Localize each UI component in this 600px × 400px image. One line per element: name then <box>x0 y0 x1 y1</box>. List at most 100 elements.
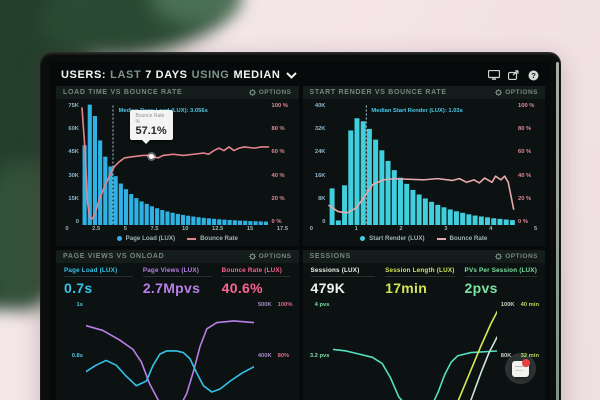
tick-label: 80 % <box>518 126 532 133</box>
options-button[interactable]: OPTIONS <box>495 253 538 260</box>
legend-item[interactable]: Bounce Rate <box>187 235 238 242</box>
tick-label: 20 % <box>518 195 532 202</box>
tick-label: 32K <box>314 126 326 133</box>
tick-label: 4 pvs <box>314 302 330 308</box>
tick-label: 500K <box>257 302 272 308</box>
tick-label: 0 % <box>518 218 528 225</box>
panel-title: SESSIONS <box>309 253 351 260</box>
tick-label: 15K <box>68 195 79 202</box>
title-segment: 7 DAYS <box>145 69 188 81</box>
chart-legend: Page Load (LUX) Bounce Rate <box>56 232 299 246</box>
tick-label: 16K <box>314 172 326 179</box>
start-render-chart[interactable]: Median Start Render (LUX): 1.03s <box>329 103 516 225</box>
legend-label: Start Render (LUX) <box>369 235 425 242</box>
legend-item[interactable]: Page Load (LUX) <box>116 235 176 242</box>
tick-label: 1 <box>354 226 358 232</box>
legend-dot-icon <box>116 236 122 241</box>
metric-label: Sessions (LUX) <box>310 267 376 277</box>
options-label: OPTIONS <box>258 89 292 96</box>
x-axis: 0 2.5 5 7.5 10 12.5 15 17.5 <box>56 225 299 232</box>
chat-widget-button[interactable] <box>505 353 536 384</box>
panel-start-render: START RENDER VS BOUNCE RATE OPTIONS 40K 3… <box>302 86 546 246</box>
tick-label: 4 <box>489 226 493 232</box>
options-label: OPTIONS <box>505 89 538 96</box>
chart-area: 1s0.8s0.6s0.4s 500K400K300K200K 100%80%6… <box>56 298 299 400</box>
gear-icon <box>495 89 503 96</box>
load-time-chart[interactable]: Median Page Load (LUX): 3.056s Bounce Ra… <box>82 103 269 225</box>
options-label: OPTIONS <box>505 253 538 260</box>
pct-axis-ticks: 100 % 80 % 60 % 40 % 20 % 0 % <box>515 103 541 225</box>
panel-title: LOAD TIME VS BOUNCE RATE <box>63 89 183 96</box>
tick-label: 10 <box>182 226 189 232</box>
tick-label: 7.5 <box>150 226 159 232</box>
panel-title: PAGE VIEWS VS ONLOAD <box>63 253 165 260</box>
x-axis-ticks: 0 2.5 5 7.5 10 12.5 15 17.5 <box>65 226 288 232</box>
tick-label: 80K <box>500 352 512 359</box>
gear-icon <box>248 89 256 96</box>
tick-label: 5 <box>533 226 538 232</box>
tooltip-value: 57.1% <box>135 125 167 138</box>
chart-legend: Start Render (LUX) Bounce Rate <box>303 232 546 246</box>
median-annotation: Median Start Render (LUX): 1.03s <box>371 107 463 114</box>
metric-label: Page Load (LUX) <box>64 267 133 277</box>
metrics-row: Sessions (LUX) 479K Session Length (LUX) 17… <box>303 263 546 298</box>
tick-label: 80% <box>277 352 290 359</box>
svg-text:?: ? <box>531 71 536 80</box>
legend-dash-icon <box>187 237 197 240</box>
page-views-chart[interactable] <box>86 302 254 400</box>
tick-label: 60K <box>68 126 79 133</box>
tick-label: 0 <box>322 218 326 225</box>
tick-label: 32 min <box>520 352 539 359</box>
tick-label: 40 % <box>271 172 285 179</box>
options-button[interactable]: OPTIONS <box>248 89 292 96</box>
chart-tooltip: Bounce Rate% 57.1% <box>130 110 173 145</box>
tick-label: 60 % <box>518 149 532 156</box>
chart-area: 75K 60K 45K 30K 15K 0 Median Page Load (LUX):… <box>56 99 299 225</box>
tick-label: 30K <box>68 172 79 179</box>
metric-value: 479K <box>310 280 346 296</box>
metric: Bounce Rate (LUX) 40.6% <box>221 267 291 296</box>
metric-value: 2pvs <box>464 280 498 296</box>
tick-label: 2.5 <box>92 226 101 232</box>
message-icon <box>512 358 530 377</box>
options-button[interactable]: OPTIONS <box>248 253 292 260</box>
right-axis-col-1: 100K80K60K40K <box>501 302 515 400</box>
notification-badge <box>522 358 530 367</box>
tick-label: 3.2 pvs <box>309 352 330 359</box>
panel-grid: LOAD TIME VS BOUNCE RATE OPTIONS 75K 60K 4… <box>51 86 550 400</box>
sessions-chart[interactable] <box>333 302 497 400</box>
gear-icon <box>495 253 503 260</box>
title-segment: USING <box>191 69 230 81</box>
users-range-dropdown[interactable]: USERS: LAST 7 DAYS USING MEDIAN <box>61 69 298 81</box>
help-icon[interactable]: ? <box>527 70 540 81</box>
panel-page-views: PAGE VIEWS VS ONLOAD OPTIONS Page Load (… <box>56 250 299 400</box>
tick-label: 100% <box>277 302 293 308</box>
monitor-icon[interactable] <box>487 70 500 81</box>
legend-item[interactable]: Start Render (LUX) <box>360 235 425 242</box>
metrics-row: Page Load (LUX) 0.7s Page Views (LUX) 2.7Mp… <box>56 263 299 298</box>
metric: Session Length (LUX) 17min <box>385 267 455 296</box>
tick-label: 40 % <box>518 172 532 179</box>
tick-label: 100K <box>500 302 515 308</box>
y-axis-ticks: 40K 32K 24K 16K 8K 0 <box>307 103 329 225</box>
right-axis-col-2: 100%80%60%40% <box>278 302 293 400</box>
pct-axis-ticks: 100 % 80 % 60 % 40 % 20 % 0 % <box>269 103 295 225</box>
tick-label: 8K <box>318 195 326 202</box>
options-button[interactable]: OPTIONS <box>495 89 538 96</box>
metric-label: PVs Per Session (LUX) <box>464 267 537 277</box>
panel-load-time-header: LOAD TIME VS BOUNCE RATE OPTIONS <box>56 86 299 99</box>
legend-dot-icon <box>360 236 366 241</box>
laptop: USERS: LAST 7 DAYS USING MEDIAN ? <box>40 52 561 400</box>
panel-sessions: SESSIONS OPTIONS Sessions (LUX) 479K Sessi… <box>302 250 546 400</box>
metric: Page Load (LUX) 0.7s <box>64 267 133 296</box>
metric-value: 40.6% <box>221 280 263 296</box>
tick-label: 60 % <box>271 149 285 156</box>
tick-label: 400K <box>257 352 272 359</box>
metric-label: Page Views (LUX) <box>142 267 212 277</box>
tick-label: 0 <box>309 226 313 232</box>
legend-label: Page Load (LUX) <box>125 235 176 242</box>
share-icon[interactable] <box>507 70 520 81</box>
legend-item[interactable]: Bounce Rate <box>436 235 487 242</box>
